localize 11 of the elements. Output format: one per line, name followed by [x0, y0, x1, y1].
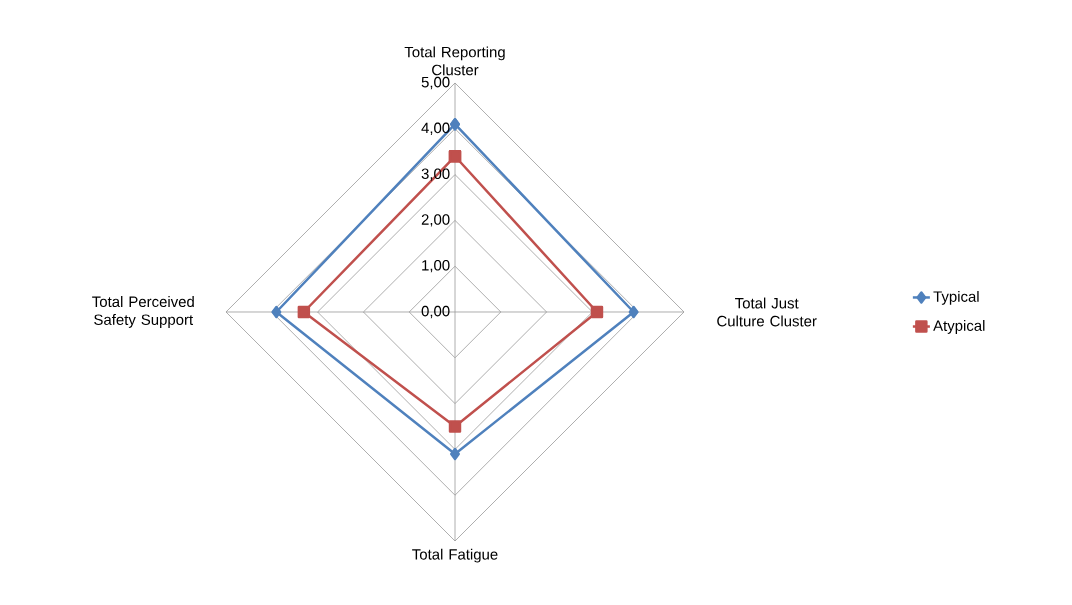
- y-tick-label: 0,00: [421, 305, 450, 319]
- spoke-label: Total Reporting Cluster: [404, 46, 505, 76]
- legend-label: Atypical: [933, 319, 985, 334]
- y-tick-label: 2,00: [421, 214, 450, 227]
- spoke-label: Total Perceived Safety Support: [92, 296, 194, 328]
- y-tick-label: 1,00: [422, 260, 450, 273]
- spoke-label: Total Fatigue: [412, 548, 498, 563]
- y-tick-label: 4,00: [421, 122, 450, 135]
- y-tick-label: 5,00: [421, 76, 450, 90]
- spoke-label: Total Just Culture Cluster: [717, 297, 817, 327]
- legend-label: Typical: [933, 290, 979, 305]
